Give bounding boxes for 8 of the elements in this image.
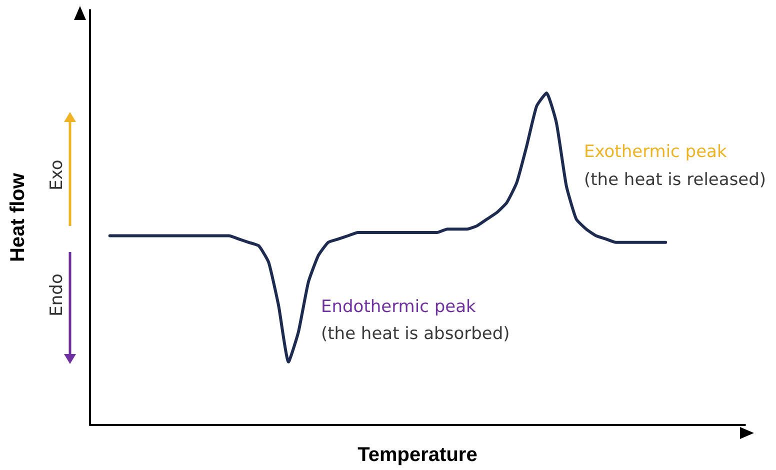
annotation: Exothermic peak bbox=[584, 142, 727, 162]
annotation: (the heat is absorbed) bbox=[321, 324, 510, 344]
x-axis-title: Temperature bbox=[358, 444, 478, 466]
annotation: Endothermic peak bbox=[321, 297, 476, 317]
annotation: (the heat is released) bbox=[584, 170, 766, 190]
text: Exo bbox=[47, 160, 67, 190]
text: Endo bbox=[47, 274, 67, 316]
y-axis-title: Heat flow bbox=[7, 172, 29, 262]
